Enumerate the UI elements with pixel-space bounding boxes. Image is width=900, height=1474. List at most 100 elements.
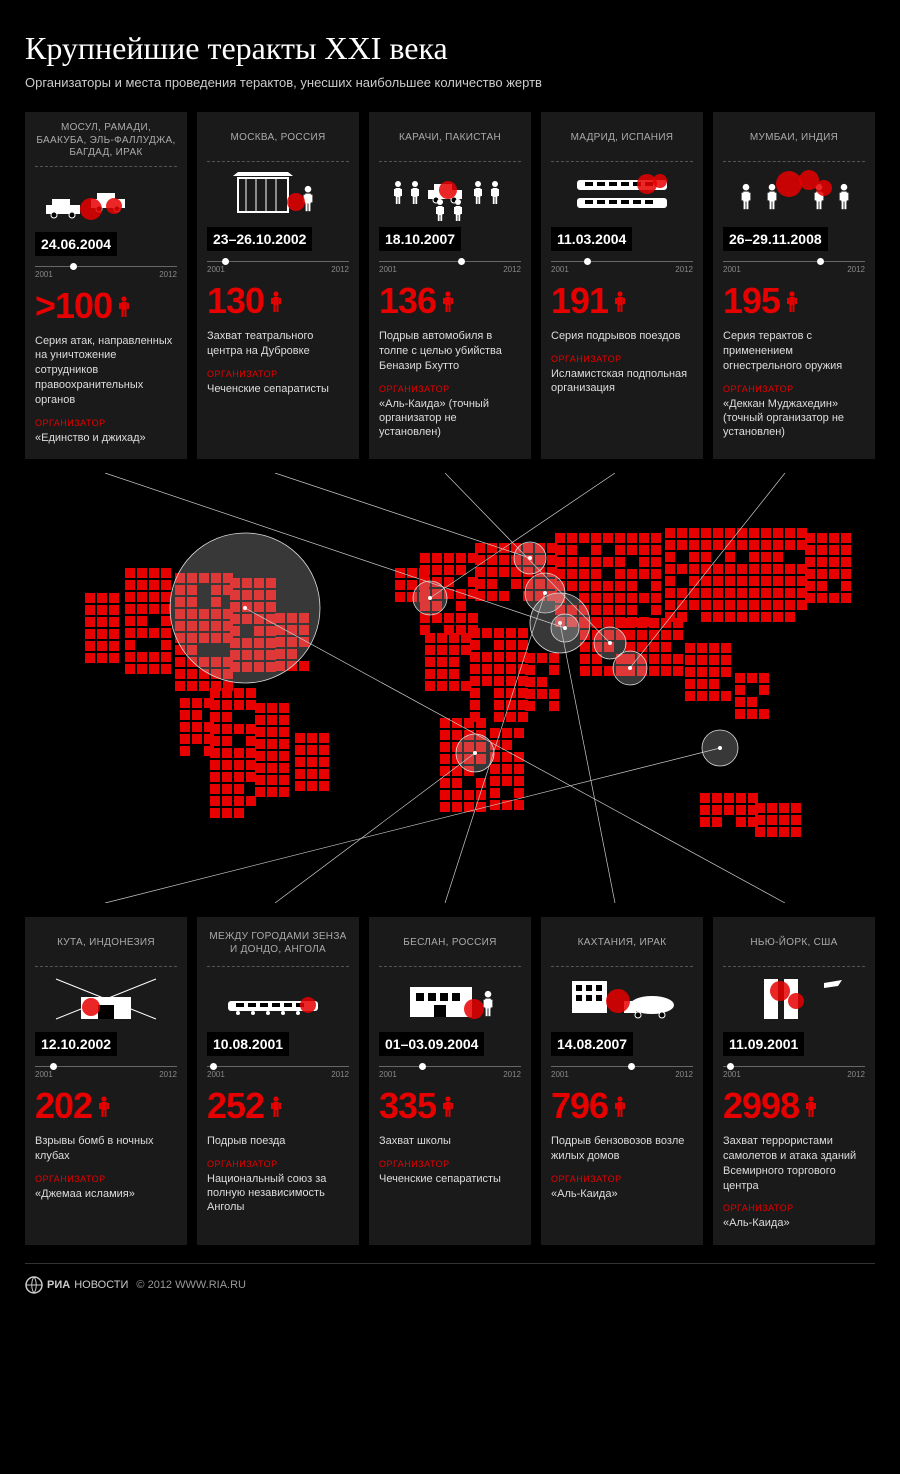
timeline-end: 2012 xyxy=(503,265,521,274)
card-date: 23–26.10.2002 xyxy=(207,227,312,251)
organizer-name: «Единство и джихад» xyxy=(35,431,177,445)
card-icon xyxy=(379,971,521,1026)
bottom-cards-row: КУТА, ИНДОНЕЗИЯ 12.10.2002 2001 2012 202… xyxy=(25,917,875,1245)
page-title: Крупнейшие теракты XXI века xyxy=(25,30,875,67)
card-icon xyxy=(35,171,177,226)
card-description: Взрывы бомб в ночных клубах xyxy=(35,1134,177,1164)
death-count: 195 xyxy=(723,283,780,319)
death-count: 202 xyxy=(35,1088,92,1124)
event-card: МАДРИД, ИСПАНИЯ 11.03.2004 2001 2012 191… xyxy=(541,112,703,459)
death-count: 136 xyxy=(379,283,436,319)
person-icon xyxy=(270,1096,282,1123)
copyright: © 2012 WWW.RIA.RU xyxy=(136,1279,246,1291)
card-icon xyxy=(723,971,865,1026)
event-card: МУМБАИ, ИНДИЯ 26–29.11.2008 2001 2012 19… xyxy=(713,112,875,459)
person-icon xyxy=(805,1096,817,1123)
timeline-start: 2001 xyxy=(723,265,741,274)
card-description: Подрыв бензовозов возле жилых домов xyxy=(551,1134,693,1164)
card-icon xyxy=(207,166,349,221)
footer: РИАНОВОСТИ © 2012 WWW.RIA.RU xyxy=(25,1263,875,1294)
organizer-label: ОРГАНИЗАТОР xyxy=(35,1174,177,1184)
card-date: 01–03.09.2004 xyxy=(379,1032,484,1056)
card-timeline: 2001 2012 xyxy=(723,1060,865,1078)
death-count: 130 xyxy=(207,283,264,319)
card-location: МАДРИД, ИСПАНИЯ xyxy=(551,122,693,162)
timeline-end: 2012 xyxy=(331,265,349,274)
event-card: МОСУЛ, РАМАДИ, БААКУБА, ЭЛЬ-ФАЛЛУДЖА, БА… xyxy=(25,112,187,459)
card-timeline: 2001 2012 xyxy=(723,255,865,273)
card-description: Захват террористами самолетов и атака зд… xyxy=(723,1134,865,1193)
organizer-label: ОРГАНИЗАТОР xyxy=(379,384,521,394)
page-subtitle: Организаторы и места проведения терактов… xyxy=(25,75,875,90)
person-icon xyxy=(270,291,282,318)
death-count: 191 xyxy=(551,283,608,319)
brand-text-b: НОВОСТИ xyxy=(74,1279,128,1291)
death-count: 2998 xyxy=(723,1088,799,1124)
timeline-end: 2012 xyxy=(675,265,693,274)
event-card: КАХТАНИЯ, ИРАК 14.08.2007 2001 2012 796 … xyxy=(541,917,703,1245)
top-cards-row: МОСУЛ, РАМАДИ, БААКУБА, ЭЛЬ-ФАЛЛУДЖА, БА… xyxy=(25,112,875,459)
event-card: КАРАЧИ, ПАКИСТАН 18.10.2007 2001 2012 13… xyxy=(369,112,531,459)
death-count: 252 xyxy=(207,1088,264,1124)
card-timeline: 2001 2012 xyxy=(379,255,521,273)
person-icon xyxy=(442,291,454,318)
timeline-end: 2012 xyxy=(847,1070,865,1079)
world-map xyxy=(25,473,875,903)
organizer-label: ОРГАНИЗАТОР xyxy=(551,354,693,364)
card-date: 10.08.2001 xyxy=(207,1032,289,1056)
card-location: МОСУЛ, РАМАДИ, БААКУБА, ЭЛЬ-ФАЛЛУДЖА, БА… xyxy=(35,122,177,167)
timeline-start: 2001 xyxy=(35,270,53,279)
organizer-label: ОРГАНИЗАТОР xyxy=(551,1174,693,1184)
card-description: Захват театрального центра на Дубровке xyxy=(207,329,349,359)
card-description: Серия атак, направленных на уничтожение … xyxy=(35,334,177,408)
card-timeline: 2001 2012 xyxy=(551,1060,693,1078)
card-date: 14.08.2007 xyxy=(551,1032,633,1056)
timeline-start: 2001 xyxy=(723,1070,741,1079)
card-icon xyxy=(551,971,693,1026)
card-location: НЬЮ-ЙОРК, США xyxy=(723,927,865,967)
card-location: МОСКВА, РОССИЯ xyxy=(207,122,349,162)
organizer-name: «Деккан Муджахедин» (точный организатор … xyxy=(723,397,865,440)
card-description: Подрыв автомобиля в толпе с целью убийст… xyxy=(379,329,521,374)
card-date: 24.06.2004 xyxy=(35,232,117,256)
card-icon xyxy=(207,971,349,1026)
card-date: 18.10.2007 xyxy=(379,227,461,251)
card-icon xyxy=(379,166,521,221)
organizer-label: ОРГАНИЗАТОР xyxy=(723,1203,865,1213)
card-location: КУТА, ИНДОНЕЗИЯ xyxy=(35,927,177,967)
card-timeline: 2001 2012 xyxy=(35,260,177,278)
card-description: Серия подрывов поездов xyxy=(551,329,693,344)
event-card: МОСКВА, РОССИЯ 23–26.10.2002 2001 2012 1… xyxy=(197,112,359,459)
organizer-name: «Джемаа исламия» xyxy=(35,1187,177,1201)
organizer-label: ОРГАНИЗАТОР xyxy=(35,418,177,428)
organizer-name: «Аль-Каида» xyxy=(723,1216,865,1230)
organizer-label: ОРГАНИЗАТОР xyxy=(379,1159,521,1169)
card-date: 26–29.11.2008 xyxy=(723,227,828,251)
timeline-start: 2001 xyxy=(207,1070,225,1079)
timeline-start: 2001 xyxy=(551,1070,569,1079)
organizer-name: «Аль-Каида» xyxy=(551,1187,693,1201)
timeline-end: 2012 xyxy=(847,265,865,274)
card-icon xyxy=(551,166,693,221)
organizer-label: ОРГАНИЗАТОР xyxy=(723,384,865,394)
card-description: Захват школы xyxy=(379,1134,521,1149)
organizer-label: ОРГАНИЗАТОР xyxy=(207,1159,349,1169)
card-location: КАХТАНИЯ, ИРАК xyxy=(551,927,693,967)
timeline-end: 2012 xyxy=(503,1070,521,1079)
organizer-name: Национальный союз за полную независимост… xyxy=(207,1172,349,1215)
person-icon xyxy=(118,296,130,323)
organizer-label: ОРГАНИЗАТОР xyxy=(207,369,349,379)
card-description: Серия терактов с применением огнестрельн… xyxy=(723,329,865,374)
death-count: 796 xyxy=(551,1088,608,1124)
card-icon xyxy=(35,971,177,1026)
event-card: МЕЖДУ ГОРОДАМИ ЗЕНЗА И ДОНДО, АНГОЛА 10.… xyxy=(197,917,359,1245)
person-icon xyxy=(614,1096,626,1123)
card-location: БЕСЛАН, РОССИЯ xyxy=(379,927,521,967)
organizer-name: «Аль-Каида» (точный организатор не устан… xyxy=(379,397,521,440)
card-timeline: 2001 2012 xyxy=(207,1060,349,1078)
card-date: 11.09.2001 xyxy=(723,1032,804,1056)
card-icon xyxy=(723,166,865,221)
timeline-end: 2012 xyxy=(331,1070,349,1079)
organizer-name: Чеченские сепаратисты xyxy=(207,382,349,396)
card-timeline: 2001 2012 xyxy=(207,255,349,273)
